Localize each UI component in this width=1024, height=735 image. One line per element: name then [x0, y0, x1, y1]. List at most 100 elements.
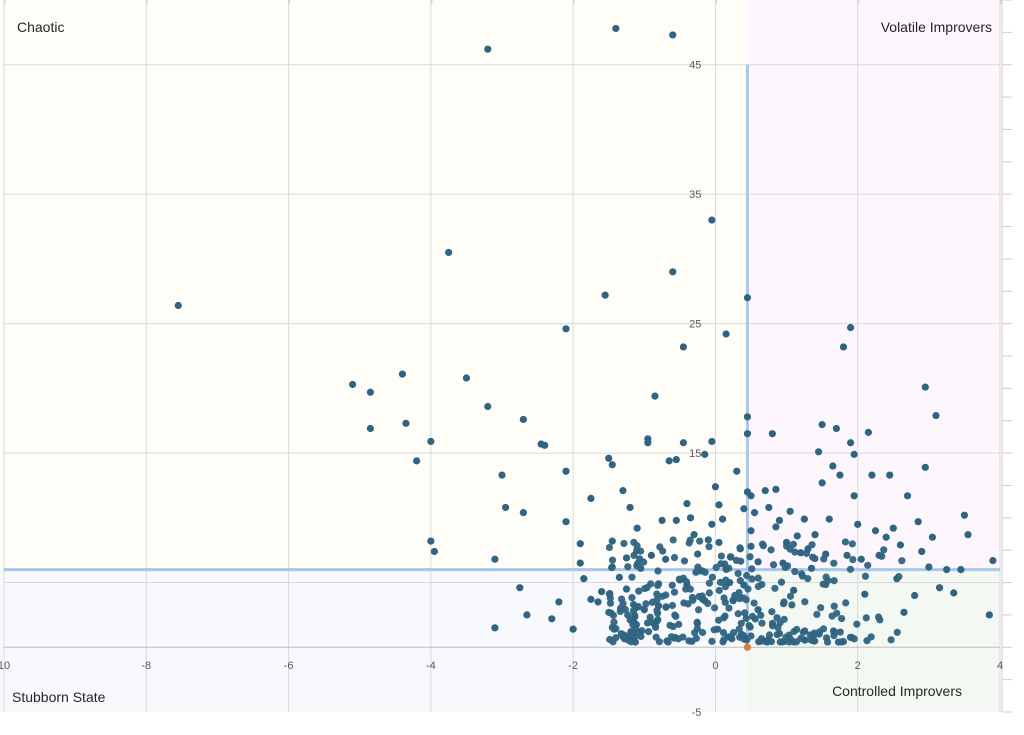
- data-point: [841, 538, 850, 546]
- data-point: [668, 581, 676, 589]
- data-point: [722, 330, 730, 338]
- data-point: [491, 624, 499, 632]
- data-point: [608, 556, 617, 564]
- data-point: [587, 494, 595, 502]
- data-point: [813, 610, 821, 619]
- data-point: [610, 625, 618, 633]
- data-point: [562, 325, 570, 333]
- data-point: [779, 600, 788, 608]
- data-point: [758, 540, 767, 548]
- data-point: [921, 463, 929, 471]
- data-point: [715, 501, 723, 509]
- data-point: [635, 629, 643, 637]
- data-point: [609, 611, 618, 619]
- data-point: [742, 614, 750, 623]
- x-tick-label: 10: [0, 660, 10, 672]
- data-point: [797, 549, 805, 557]
- data-point: [861, 572, 870, 580]
- data-point: [693, 620, 701, 628]
- data-point: [644, 439, 652, 447]
- data-point: [594, 598, 602, 606]
- data-point: [698, 567, 706, 575]
- data-point: [672, 516, 680, 525]
- data-point: [670, 553, 679, 562]
- data-point: [777, 578, 786, 586]
- data-point: [562, 518, 570, 526]
- data-point: [857, 555, 865, 563]
- data-point: [868, 471, 876, 479]
- data-point: [853, 620, 861, 628]
- data-point: [699, 628, 707, 637]
- data-point: [911, 591, 919, 600]
- data-point: [850, 635, 858, 643]
- quadrant-label-chaotic: Chaotic: [17, 19, 65, 35]
- data-point: [612, 24, 620, 33]
- data-point: [664, 638, 672, 646]
- data-point: [562, 467, 570, 475]
- data-point: [662, 591, 670, 599]
- data-point: [771, 584, 779, 592]
- data-point: [900, 608, 908, 616]
- data-point: [691, 629, 699, 637]
- x-tick-label: -6: [284, 660, 294, 672]
- data-point: [705, 579, 714, 587]
- data-point: [669, 31, 677, 39]
- data-point: [727, 553, 735, 561]
- data-point: [622, 554, 631, 562]
- data-point: [893, 628, 901, 636]
- data-point: [462, 374, 471, 382]
- data-point: [617, 630, 625, 638]
- data-point: [685, 539, 693, 547]
- data-point: [721, 612, 729, 620]
- data-point: [809, 637, 817, 645]
- data-point: [722, 565, 730, 573]
- data-point: [747, 542, 755, 550]
- data-point: [814, 448, 823, 456]
- data-point: [935, 584, 944, 592]
- data-point: [622, 585, 631, 593]
- data-point: [807, 564, 816, 572]
- x-tick-label: -8: [141, 660, 151, 672]
- data-point: [861, 590, 869, 598]
- data-point: [985, 611, 993, 619]
- data-point: [608, 563, 616, 572]
- data-point: [960, 511, 969, 519]
- data-point: [743, 294, 752, 302]
- data-point: [695, 592, 703, 601]
- data-point: [768, 608, 776, 616]
- data-point: [880, 546, 888, 554]
- data-point: [850, 450, 858, 458]
- data-point: [754, 574, 762, 582]
- data-point: [895, 572, 903, 581]
- data-point: [747, 527, 755, 535]
- data-point: [741, 609, 749, 617]
- data-point: [692, 634, 700, 642]
- data-point: [523, 611, 531, 619]
- data-point: [644, 628, 653, 636]
- data-point: [651, 392, 659, 400]
- data-point: [846, 565, 855, 573]
- data-point: [612, 634, 620, 642]
- data-point: [174, 301, 182, 310]
- data-point: [484, 402, 492, 411]
- data-point: [957, 566, 965, 574]
- data-point: [786, 635, 795, 643]
- data-point: [830, 577, 838, 585]
- data-point: [516, 584, 524, 592]
- data-point: [654, 567, 662, 575]
- data-point: [788, 601, 796, 609]
- data-point: [838, 615, 846, 623]
- data-point: [737, 557, 745, 565]
- data-point: [642, 600, 650, 608]
- data-point: [786, 592, 795, 600]
- data-point: [847, 439, 855, 447]
- data-point: [430, 547, 439, 556]
- data-point: [587, 595, 595, 603]
- data-point: [820, 555, 828, 563]
- data-point: [830, 559, 838, 567]
- data-point: [662, 555, 670, 563]
- data-point: [772, 485, 780, 493]
- data-point: [793, 532, 801, 540]
- data-point: [631, 611, 639, 619]
- data-point: [601, 291, 609, 299]
